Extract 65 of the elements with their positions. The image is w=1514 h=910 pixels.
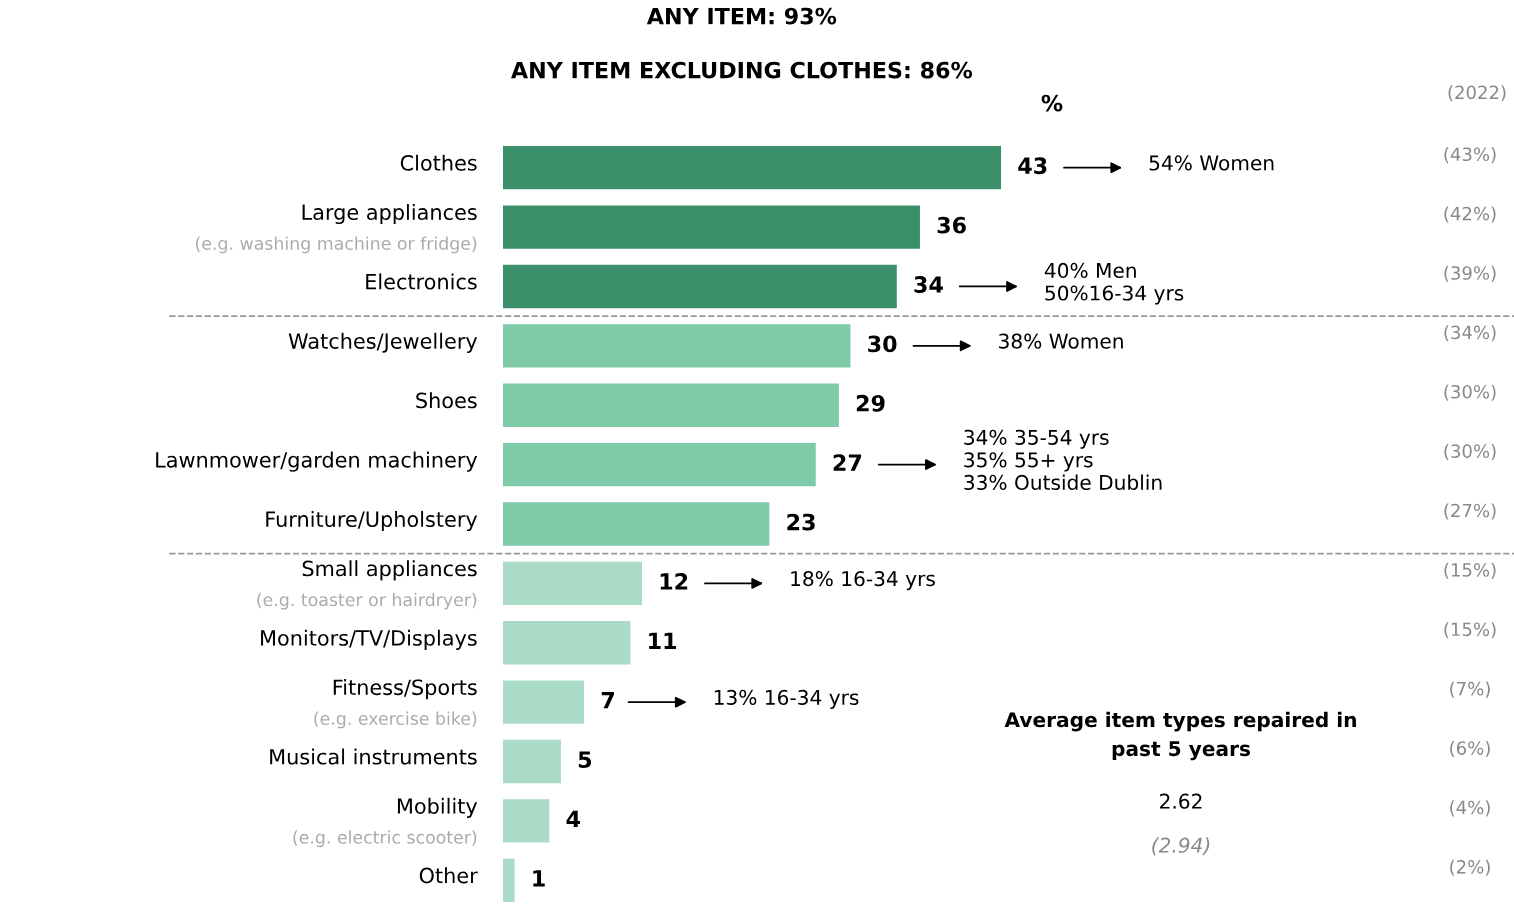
text: 54% Women (1149, 155, 1274, 171)
text: 40% Men 50%16-34 yrs (1044, 262, 1184, 305)
text: 2.62 (1160, 793, 1202, 809)
data-label: 43 (1018, 157, 1047, 175)
y-tick-label: Large appliances (e.g. washing machine or fridge) (195, 203, 477, 254)
text: (42%) (1444, 206, 1496, 223)
bar (503, 739, 561, 784)
y-tick-label: Musical instruments (270, 748, 477, 765)
text: Average item types repaired in past 5 years (1004, 711, 1356, 761)
y-tick-label: Furniture/Upholstery (266, 510, 478, 532)
data-label: 30 (868, 335, 897, 353)
y-tick-label: Small appliances (e.g. toaster or hairdryer) (257, 560, 477, 610)
data-label: 1 (533, 870, 545, 887)
text: (30%) (1444, 384, 1496, 401)
chart-title: ANY ITEM: 93% (646, 7, 837, 25)
bar (503, 442, 816, 487)
data-label: 11 (649, 632, 677, 649)
text: (6%) (1450, 740, 1490, 758)
data-label: 29 (856, 394, 885, 412)
y-tick-label: Watches/Jewellery (288, 332, 478, 353)
data-label: 7 (601, 692, 614, 709)
text: (4%) (1450, 800, 1490, 817)
y-tick-label: Mobility (e.g. electric scooter) (293, 797, 478, 848)
text: (43%) (1444, 147, 1496, 164)
annotation: 18% 16-34 yrs (791, 571, 935, 591)
data-label: 36 (937, 216, 966, 234)
data-label: 12 (660, 573, 688, 590)
y-tick-label: Lawnmower/garden machinery (156, 451, 478, 472)
text: (30%) (1444, 444, 1496, 461)
y-tick-label: Fitness/Sports (e.g. exercise bike) (314, 679, 477, 729)
text: (2022) (1448, 85, 1506, 102)
x-axis-title: % (1041, 94, 1063, 112)
data-label: 34 (914, 276, 943, 293)
y-tick-label: Other (419, 867, 478, 884)
text: (27%) (1444, 503, 1496, 520)
data-label: 27 (833, 454, 862, 471)
bar (503, 561, 642, 606)
bar (503, 858, 515, 902)
y-tick-label: Clothes (400, 154, 477, 171)
text: (2%) (1450, 859, 1490, 876)
bar (503, 146, 1002, 190)
bar (503, 621, 631, 665)
data-label: 5 (578, 751, 592, 768)
bar (503, 324, 851, 368)
text: (39%) (1444, 265, 1496, 282)
bar (503, 799, 550, 843)
annotation: 13% 16-34 yrs (714, 689, 859, 709)
bar (503, 264, 897, 309)
text: (15%) (1444, 622, 1496, 639)
text: (15%) (1444, 562, 1496, 579)
chart-subtitle: ANY ITEM EXCLUDING CLOTHES: 86% (511, 61, 973, 79)
y-tick-label: Shoes (416, 392, 477, 409)
text: (2.94) (1152, 837, 1210, 856)
y-tick-label: Monitors/TV/Displays (261, 629, 477, 650)
data-label: 4 (566, 810, 580, 828)
text: (7%) (1450, 681, 1490, 698)
data-label: 23 (787, 513, 815, 531)
y-tick-label: Electronics (366, 273, 477, 290)
text: (34%) (1444, 325, 1496, 342)
bar (503, 205, 920, 249)
bar (503, 502, 770, 546)
bar (503, 680, 585, 724)
annotation: 38% Women (999, 333, 1123, 349)
bar (503, 383, 839, 427)
annotation: 34% 35-54 yrs 35% 55+ yrs 33% Outside Dublin (964, 429, 1162, 491)
